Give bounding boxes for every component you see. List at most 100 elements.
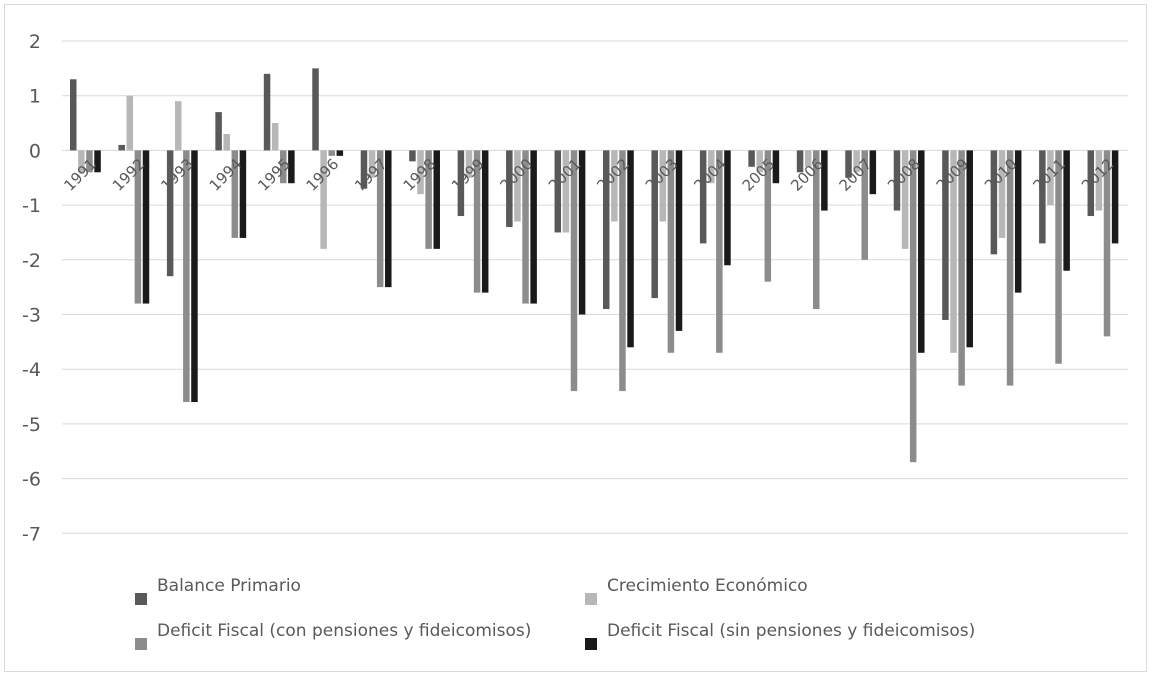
- bar: [433, 150, 440, 249]
- bar: [861, 150, 868, 260]
- bar: [1103, 150, 1111, 337]
- bar: [78, 150, 85, 173]
- y-tick-label: -5: [22, 414, 41, 436]
- bar: [554, 150, 562, 233]
- bar: [134, 150, 142, 304]
- y-tick-label: 1: [29, 86, 41, 108]
- legend-swatch: [585, 638, 597, 650]
- bar: [126, 95, 134, 151]
- bar: [336, 150, 344, 156]
- bar: [457, 150, 465, 217]
- bar: [288, 150, 295, 184]
- bar: [223, 133, 230, 151]
- bar: [659, 150, 667, 222]
- bar: [772, 150, 780, 184]
- legend: Balance Primario Crecimiento Económico Def…: [135, 576, 975, 650]
- legend-label: Crecimiento Económico: [607, 576, 808, 596]
- x-category-label: 2004: [690, 155, 730, 195]
- bar: [522, 150, 529, 304]
- legend-label: Balance Primario: [157, 576, 301, 596]
- legend-label: Deficit Fiscal (con pensiones y fideicom…: [157, 621, 531, 641]
- bar: [328, 150, 335, 156]
- bar: [901, 150, 909, 249]
- y-tick-label: -1: [22, 195, 41, 217]
- bar: [821, 150, 828, 211]
- bar: [619, 150, 626, 392]
- bar: [675, 150, 683, 331]
- bar: [86, 150, 93, 173]
- bar: [958, 150, 965, 386]
- legend-swatch: [135, 593, 147, 605]
- bar: [417, 150, 424, 195]
- x-category-label: 2007: [836, 155, 876, 195]
- y-tick-label: 2: [29, 31, 41, 53]
- bar: [562, 150, 570, 233]
- bar: [570, 150, 578, 392]
- bar: [360, 150, 368, 189]
- bar: [853, 150, 860, 173]
- bar: [320, 150, 327, 249]
- bar: [312, 68, 319, 151]
- bar: [708, 150, 715, 184]
- bar: [465, 150, 473, 178]
- bar: [764, 150, 772, 282]
- bar: [893, 150, 901, 211]
- x-category-label: 1992: [109, 155, 149, 195]
- x-category-label: 2005: [739, 155, 779, 195]
- y-tick-label: 0: [29, 140, 41, 162]
- bar: [724, 150, 731, 266]
- y-tick-label: -2: [22, 250, 41, 272]
- bar: [481, 150, 489, 293]
- bar: [385, 150, 392, 288]
- bar: [183, 150, 190, 403]
- bar: [845, 150, 852, 178]
- x-category-label: 1999: [448, 155, 488, 195]
- bar: [813, 150, 820, 310]
- bar: [667, 150, 675, 353]
- y-tick-label: -3: [22, 305, 41, 327]
- bar: [1014, 150, 1022, 293]
- bar: [473, 150, 481, 293]
- bar: [966, 150, 973, 348]
- bar: [796, 150, 804, 173]
- bar: [376, 150, 384, 288]
- bar: [1006, 150, 1014, 386]
- bar: [118, 144, 125, 151]
- bar: [804, 150, 812, 167]
- bar: [271, 123, 279, 151]
- bar: [409, 150, 416, 162]
- bar: [1087, 150, 1095, 217]
- legend-label: Deficit Fiscal (sin pensiones y fideicom…: [607, 621, 975, 641]
- bar: [142, 150, 150, 304]
- bar: [280, 150, 287, 184]
- bar: [918, 150, 925, 353]
- bar: [1055, 150, 1062, 364]
- bar: [1063, 150, 1070, 271]
- bar: [716, 150, 723, 353]
- bar: [514, 150, 521, 222]
- x-category-label: 1991: [60, 155, 100, 195]
- bar: [166, 150, 174, 277]
- bar: [239, 150, 247, 238]
- bar: [1111, 150, 1119, 244]
- bar: [869, 150, 877, 195]
- bar: [425, 150, 432, 249]
- bar: [627, 150, 634, 348]
- bar: [942, 150, 949, 320]
- bar: [603, 150, 610, 310]
- bar: [530, 150, 537, 304]
- bar: [950, 150, 957, 353]
- bar: [748, 150, 755, 167]
- bar: [909, 150, 917, 463]
- legend-swatch: [585, 593, 597, 605]
- bar: [611, 150, 618, 222]
- chart-frame: 2 1 0 -1 -2 -3 -4 -5 -6 -7 1991 1992 1993 1994 1995 19…: [4, 4, 1147, 672]
- bar: [990, 150, 998, 255]
- bar: [368, 150, 376, 178]
- bar: [756, 150, 763, 173]
- y-tick-label: -6: [22, 469, 41, 491]
- y-tick-label: -7: [22, 523, 41, 545]
- bar: [191, 150, 198, 403]
- legend-swatch: [135, 638, 147, 650]
- bar-chart: 2 1 0 -1 -2 -3 -4 -5 -6 -7 1991 1992 1993 1994 1995 19…: [22, 31, 1128, 650]
